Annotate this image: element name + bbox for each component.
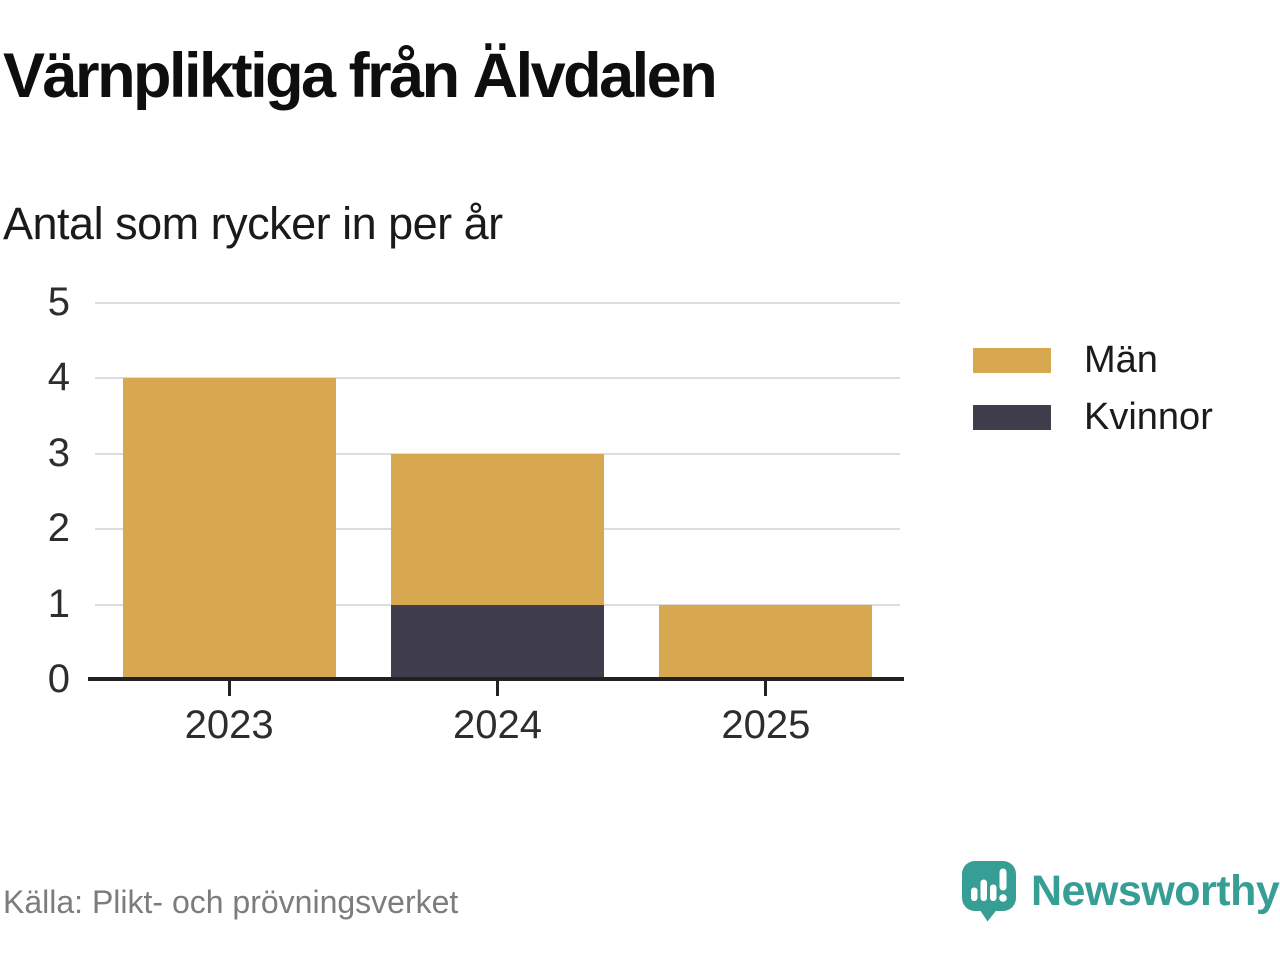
source-note: Källa: Plikt- och prövningsverket — [3, 884, 459, 920]
y-tick-label: 2 — [47, 506, 70, 551]
x-tick-mark — [496, 680, 499, 696]
bar-segment-män-2024 — [391, 453, 604, 605]
gridline — [95, 377, 900, 380]
gridline — [95, 302, 900, 304]
legend-label-men: Män — [1084, 338, 1158, 381]
x-tick-label: 2023 — [184, 703, 274, 747]
bar-chart-plot: 2023 2024 2025 — [95, 302, 900, 747]
x-tick-mark — [764, 680, 768, 696]
y-tick-label: 1 — [47, 581, 70, 626]
x-tick-label: 2025 — [721, 703, 811, 747]
bar-segment-män-2025 — [659, 604, 873, 680]
y-axis-labels: 0 1 2 3 4 5 — [0, 282, 70, 699]
legend-swatch-men — [973, 347, 1051, 373]
bar-segment-män-2023 — [122, 378, 336, 680]
x-tick-label: 2024 — [453, 703, 542, 747]
newsworthy-brand: Newsworthy — [961, 860, 1280, 922]
y-tick-label: 0 — [47, 657, 70, 702]
x-tick-mark — [227, 680, 231, 696]
y-tick-label: 3 — [47, 430, 70, 475]
chart-legend: Män Kvinnor — [973, 338, 1213, 454]
y-tick-label: 5 — [47, 280, 70, 325]
y-tick-label: 4 — [47, 355, 70, 400]
bar-segment-kvinnor-2024 — [391, 604, 604, 680]
legend-item-women: Kvinnor — [973, 395, 1213, 438]
chart-subtitle: Antal som rycker in per år — [3, 198, 503, 249]
legend-label-women: Kvinnor — [1084, 395, 1213, 438]
newsworthy-wordmark: Newsworthy — [1031, 866, 1280, 915]
chart-title: Värnpliktiga från Älvdalen — [3, 41, 718, 111]
x-axis-line — [88, 677, 904, 681]
newsworthy-logo-icon — [962, 861, 1016, 922]
gridline — [95, 452, 900, 455]
legend-swatch-women — [973, 404, 1051, 430]
legend-item-men: Män — [973, 338, 1213, 381]
